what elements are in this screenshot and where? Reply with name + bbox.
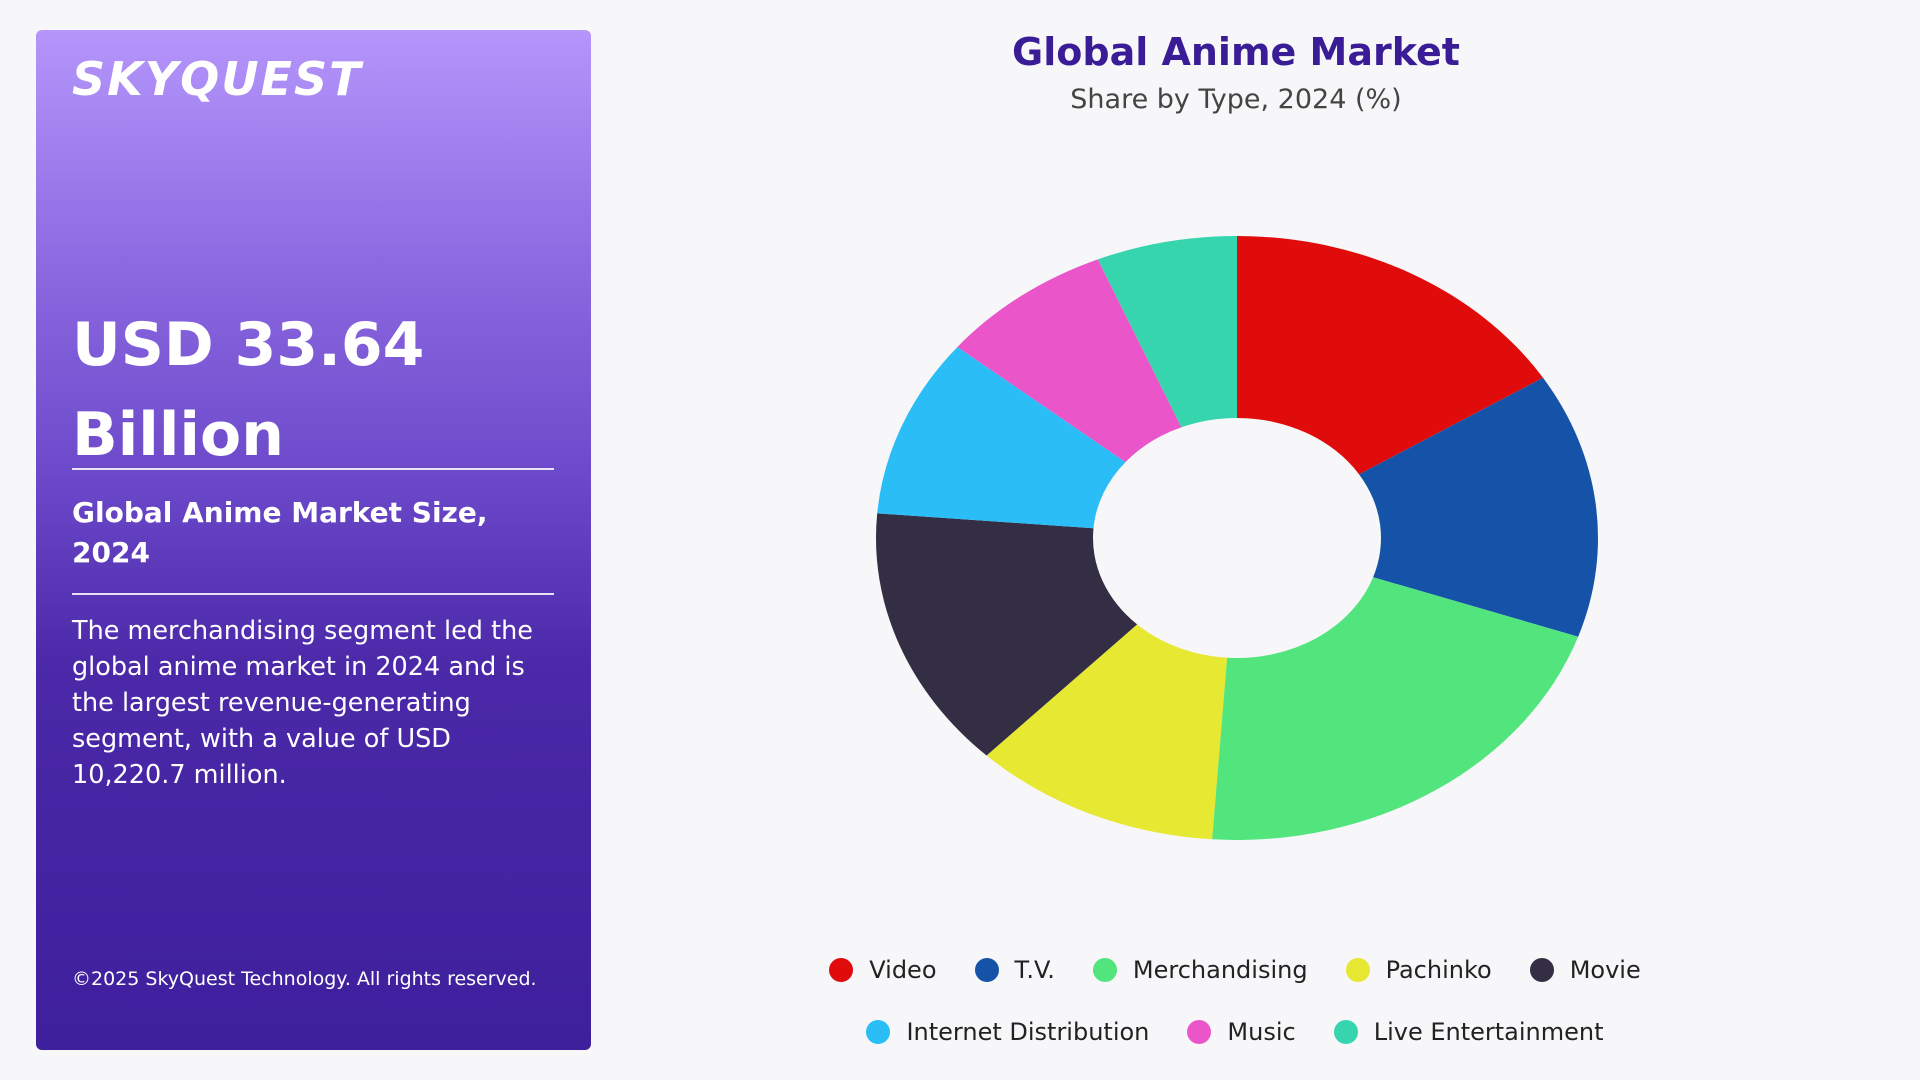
legend-swatch (1333, 1020, 1358, 1044)
legend-item-video: Video (829, 956, 937, 984)
legend-item-t-v: T.V. (974, 956, 1055, 984)
chart-title: Global Anime Market (1012, 30, 1460, 74)
legend-label: Live Entertainment (1373, 1018, 1604, 1046)
legend-label: Merchandising (1132, 956, 1308, 984)
divider (72, 468, 554, 470)
legend-label: Movie (1569, 956, 1641, 984)
segment-description: The merchandising segment led the global… (72, 616, 533, 790)
legend-item-internet-distribution: Internet Distribution (866, 1018, 1149, 1046)
slice-music (957, 259, 1182, 463)
legend-swatch (974, 958, 999, 982)
slice-merchandising (1212, 577, 1579, 840)
market-size-label: Global Anime Market Size, 2024 (72, 496, 488, 569)
slice-live-entertainment (1097, 236, 1237, 428)
slice-internet-distribution (877, 346, 1126, 529)
legend-swatch (829, 958, 854, 982)
legend-swatch (1092, 958, 1117, 982)
summary-panel: SKYQUEST USD 33.64 Billion Global Anime … (36, 30, 591, 1050)
slice-t-v (1359, 377, 1598, 637)
legend-swatch (1345, 958, 1370, 982)
legend-swatch (1529, 958, 1554, 982)
legend-item-movie: Movie (1529, 956, 1641, 984)
legend-swatch (1187, 1020, 1212, 1044)
divider (72, 593, 554, 595)
legend-row-1: Video T.V. Merchandising Pachinko Movie (600, 956, 1870, 984)
legend-swatch (866, 1020, 891, 1044)
slice-pachinko (986, 624, 1228, 840)
legend-label: Pachinko (1385, 956, 1492, 984)
copyright-notice: ©2025 SkyQuest Technology. All rights re… (72, 968, 537, 990)
legend-item-live-entertainment: Live Entertainment (1333, 1018, 1604, 1046)
brand-logo: SKYQUEST (72, 52, 363, 106)
legend-label: Music (1227, 1018, 1296, 1046)
legend-item-music: Music (1187, 1018, 1296, 1046)
slice-movie (876, 513, 1138, 756)
market-size-value: USD 33.64 Billion (72, 310, 425, 470)
legend-item-pachinko: Pachinko (1345, 956, 1492, 984)
legend-item-merchandising: Merchandising (1092, 956, 1308, 984)
legend-label: Internet Distribution (906, 1018, 1150, 1046)
chart-subtitle: Share by Type, 2024 (%) (1070, 84, 1402, 115)
slice-video (1237, 236, 1544, 475)
legend-label: T.V. (1014, 956, 1055, 984)
legend-row-2: Internet Distribution Music Live Entertain… (600, 1018, 1870, 1046)
legend-label: Video (869, 956, 937, 984)
